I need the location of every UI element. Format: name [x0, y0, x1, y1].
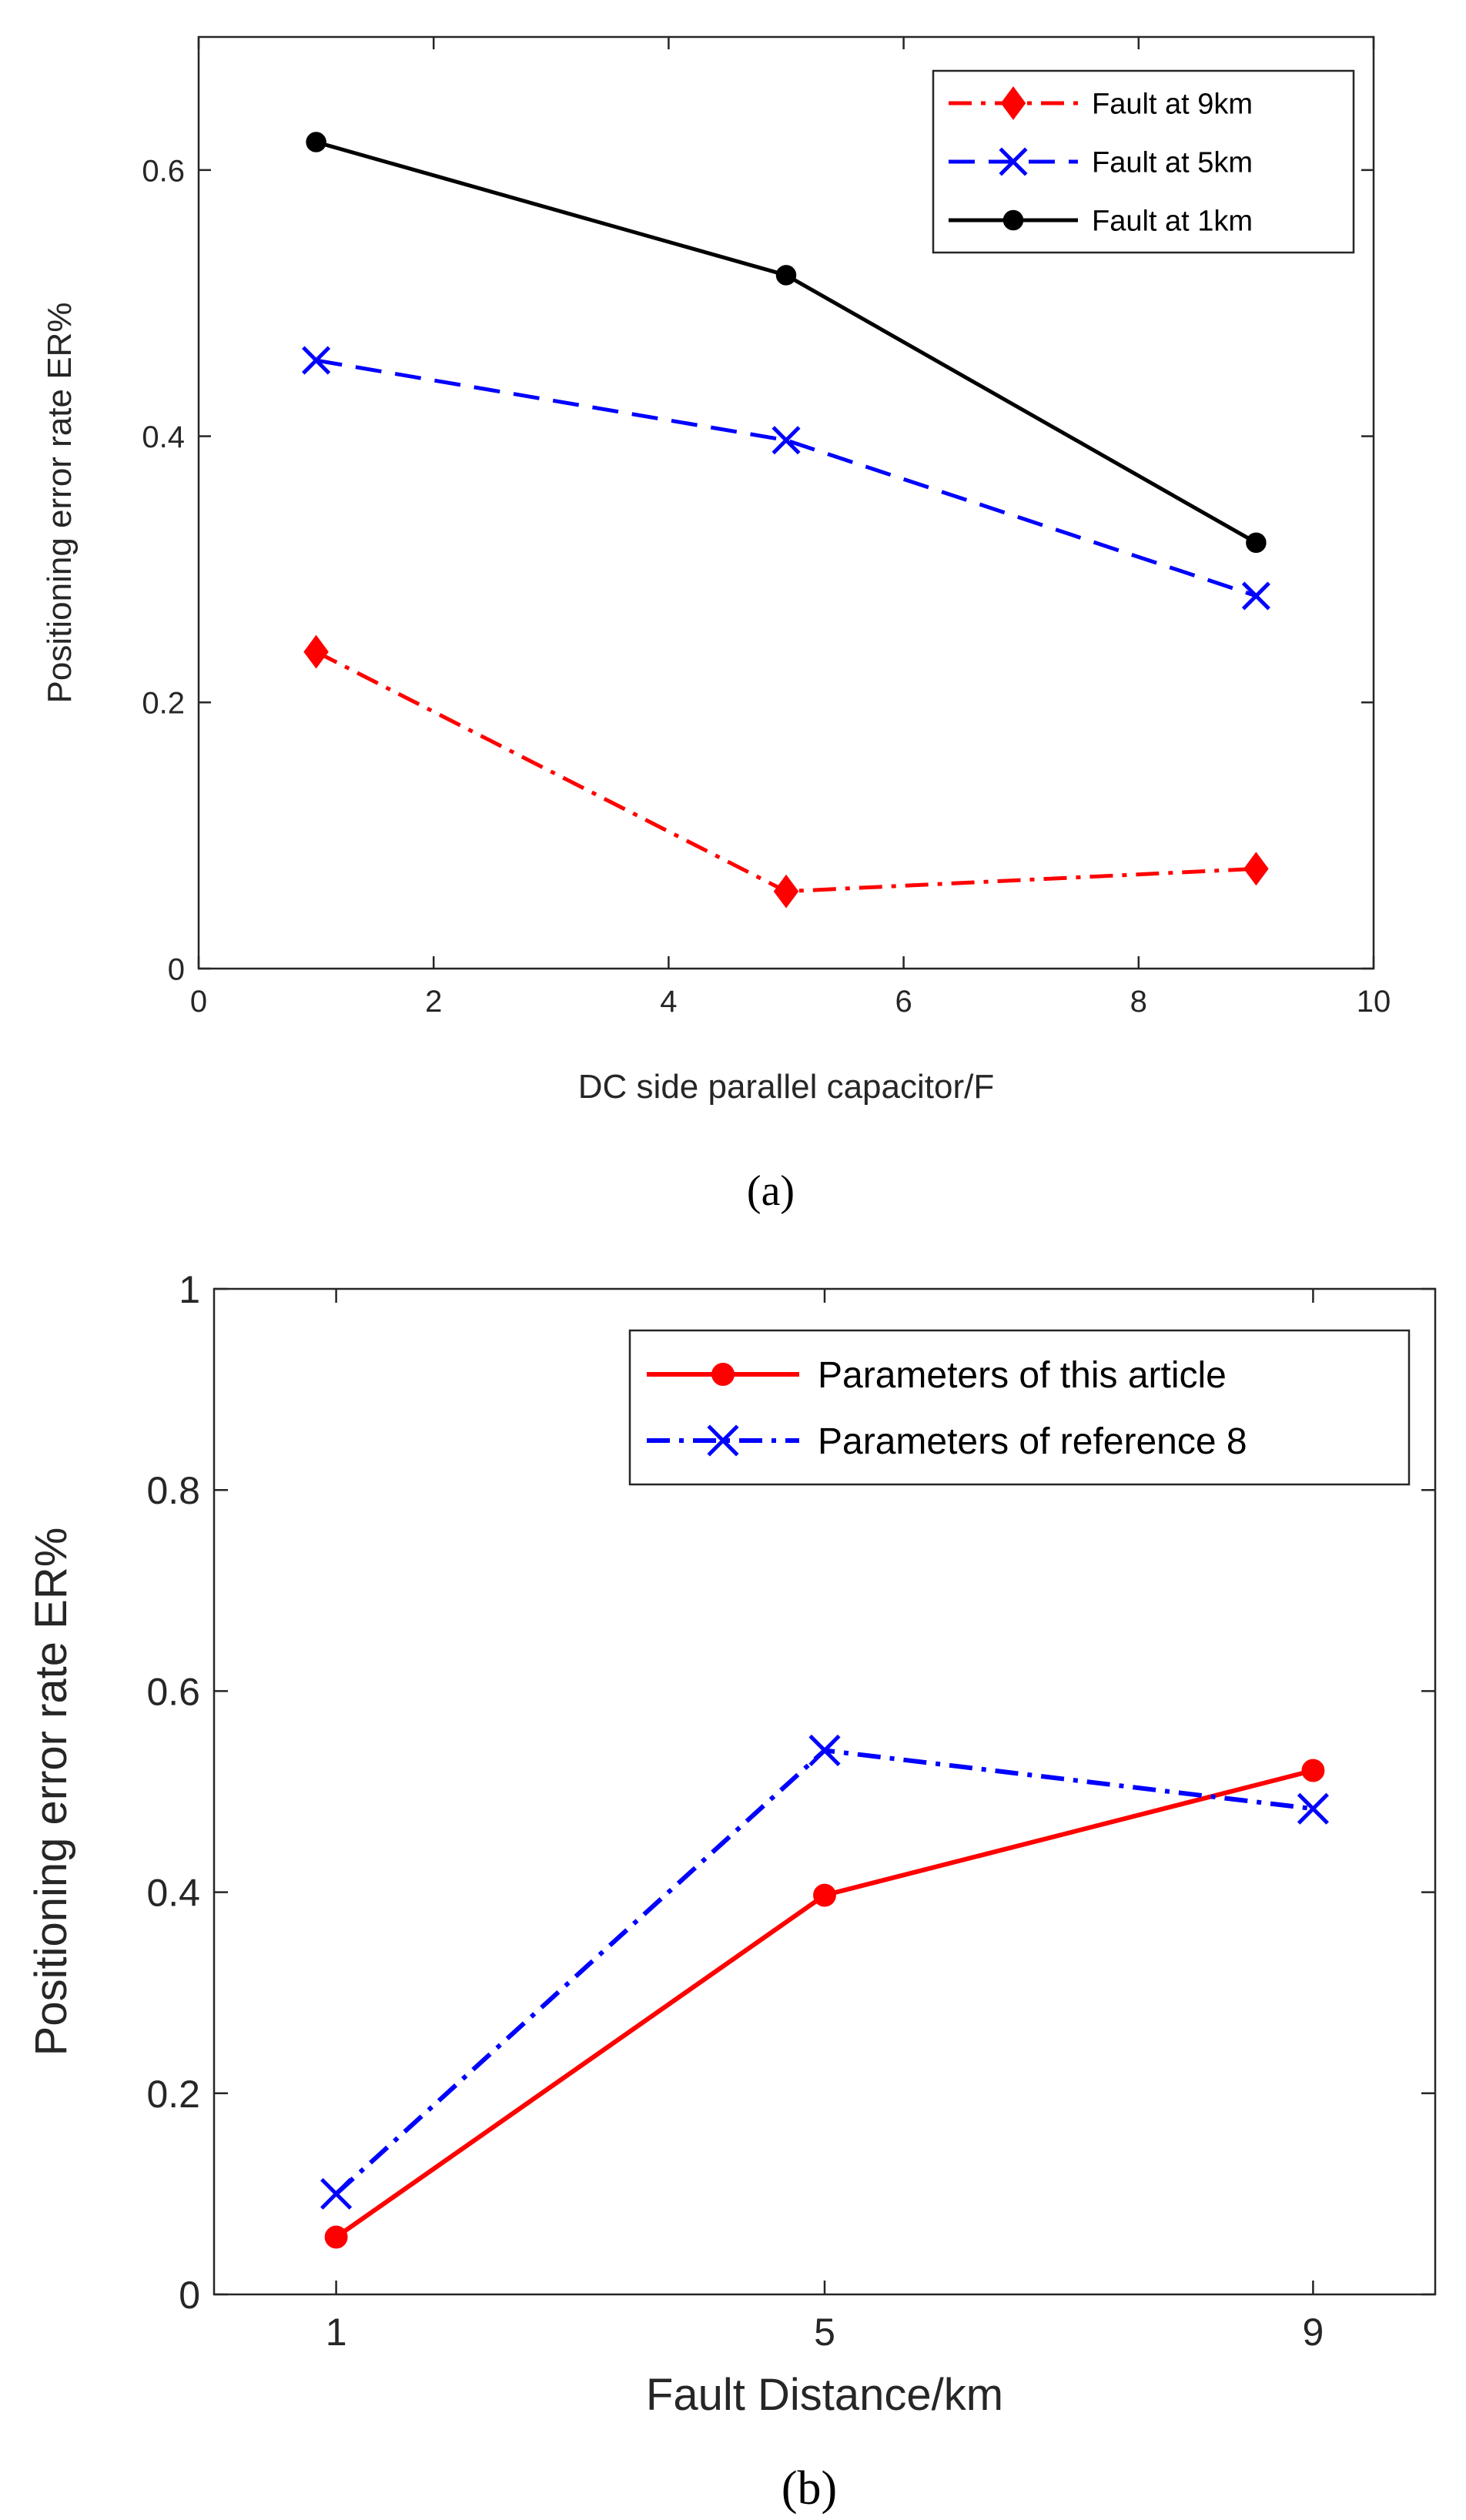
legend-marker: [711, 1363, 735, 1386]
data-point: [775, 265, 797, 286]
chart-a: 0 2 4 6 8 10 0 0.2 0.4 0.6 DC side parallel capaci…: [41, 35, 1391, 1215]
data-point: [808, 1734, 841, 1766]
y-tick-label: 1: [179, 1268, 200, 1311]
data-point: [302, 346, 331, 375]
data-point: [773, 874, 799, 909]
y-tick-label: 0: [168, 952, 185, 986]
y-tick-label: 0.4: [142, 420, 185, 454]
data-point: [813, 1883, 836, 1907]
data-point: [1301, 1759, 1325, 1782]
legend-marker: [707, 1424, 739, 1457]
legend-entry-label: Fault at 9km: [1092, 88, 1253, 120]
x-tick-label: 10: [1357, 985, 1391, 1019]
y-tick-label: 0.4: [146, 1872, 200, 1915]
x-tick-label: 9: [1302, 2311, 1324, 2354]
x-axis-label: DC side parallel capacitor/F: [578, 1068, 994, 1106]
data-point: [324, 2225, 348, 2249]
legend-entry-label: Fault at 5km: [1092, 146, 1253, 179]
x-tick-label: 6: [895, 985, 912, 1019]
y-tick-label: 0.6: [146, 1670, 200, 1713]
legend-entry-label: Parameters of reference 8: [818, 1421, 1247, 1462]
x-tick-label: 0: [190, 985, 207, 1019]
data-point: [1243, 852, 1269, 886]
legend: [628, 1329, 1411, 1486]
y-tick-label: 0.8: [146, 1469, 200, 1512]
x-tick-label: 4: [660, 985, 677, 1019]
data-point: [1246, 532, 1267, 554]
x-tick-label: 8: [1130, 985, 1147, 1019]
legend-entry-label: Fault at 1km: [1092, 205, 1253, 237]
legend-entry-label: Parameters of this article: [818, 1355, 1227, 1396]
x-axis-label: Fault Distance/km: [646, 2370, 1003, 2420]
legend-marker: [1002, 209, 1024, 231]
y-axis-label: Positioning error rate ER%: [26, 1528, 76, 2056]
series-line-2: [316, 358, 1257, 598]
figure-caption: (a): [747, 1167, 795, 1215]
x-tick-label: 2: [425, 985, 442, 1019]
data-point: [1241, 581, 1270, 611]
x-tick-label: 5: [814, 2311, 835, 2354]
y-tick-label: 0: [179, 2274, 200, 2317]
y-tick-label: 0.2: [142, 687, 185, 721]
data-point: [303, 634, 329, 669]
data-point: [1297, 1792, 1329, 1825]
data-point: [771, 426, 801, 455]
legend-marker: [1000, 86, 1026, 120]
x-tick-label: 1: [326, 2311, 347, 2354]
legend-marker: [999, 147, 1028, 176]
y-axis-label: Positioning error rate ER%: [41, 303, 79, 704]
data-point: [306, 132, 326, 152]
data-point: [320, 2177, 353, 2210]
y-tick-label: 0.6: [142, 154, 185, 188]
chart-b: 1 5 9 0 0.2 0.4 0.6 0.8 1 Fault Distance/km Positi…: [26, 1268, 1437, 2515]
figure-caption: (b): [782, 2462, 837, 2515]
y-tick-label: 0.2: [146, 2073, 200, 2116]
